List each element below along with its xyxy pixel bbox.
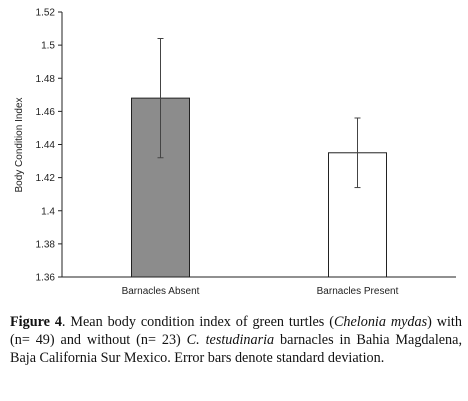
x-tick-label: Barnacles Absent	[122, 286, 200, 297]
caption-species-2: C. testudinaria	[186, 332, 275, 348]
y-tick-label: 1.52	[36, 8, 56, 19]
error-bars	[157, 38, 361, 189]
bars	[131, 97, 387, 278]
y-tick-label: 1.42	[36, 173, 56, 184]
y-tick-label: 1.36	[36, 273, 56, 284]
y-tick-label: 1.44	[36, 140, 56, 151]
y-axis-ticks: 1.36 1.38 1.4 1.42 1.44 1.46 1.48 1.5 1.52	[36, 8, 62, 284]
figure-label: Figure 4	[10, 314, 62, 330]
bar-chart: Body Condition Index 1.36 1.38 1.4 1.42 1.44…	[14, 8, 456, 297]
y-tick-label: 1.5	[41, 41, 55, 52]
caption-text-2: ) with (n= 49) and without (n= 23)	[10, 314, 462, 348]
y-axis-title: Body Condition Index	[14, 97, 25, 192]
x-tick-label: Barnacles Present	[317, 286, 399, 297]
caption-text-1: . Mean body condition index of green tur…	[61, 314, 334, 330]
x-axis-tick-labels: Barnacles Absent Barnacles Present	[122, 286, 399, 297]
figure-caption: Figure 4. Mean body condition index of g…	[10, 313, 462, 367]
y-tick-label: 1.38	[36, 239, 56, 250]
y-tick-label: 1.48	[36, 74, 56, 85]
y-tick-label: 1.4	[41, 206, 55, 217]
caption-species-1: Chelonia mydas	[333, 314, 428, 330]
caption-text-3: barnacles in Bahia Magdalena, Baja Calif…	[10, 332, 462, 366]
y-tick-label: 1.46	[36, 107, 56, 118]
